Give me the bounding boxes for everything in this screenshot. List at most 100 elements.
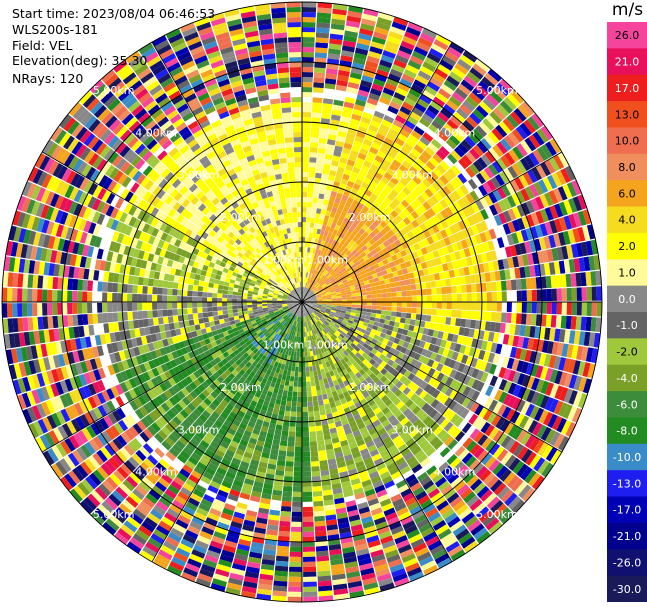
velocity-gate — [381, 188, 390, 197]
velocity-gate — [295, 431, 302, 437]
velocity-gate — [442, 246, 450, 256]
velocity-gate — [304, 292, 307, 298]
velocity-gate — [366, 208, 374, 217]
velocity-gate — [317, 239, 322, 245]
velocity-gate — [311, 302, 317, 304]
velocity-gate — [463, 247, 471, 258]
velocity-gate — [318, 455, 328, 462]
velocity-gate — [344, 286, 351, 291]
velocity-gate — [312, 258, 316, 264]
velocity-gate — [511, 128, 524, 143]
velocity-gate — [482, 97, 496, 111]
velocity-gate — [307, 247, 311, 253]
velocity-gate — [402, 173, 412, 183]
velocity-gate — [396, 296, 402, 302]
velocity-gate — [514, 177, 525, 190]
velocity-gate — [441, 302, 447, 309]
velocity-gate — [302, 162, 309, 168]
velocity-gate — [417, 240, 426, 249]
velocity-gate — [435, 231, 444, 241]
velocity-gate — [566, 182, 577, 197]
velocity-gate — [303, 287, 305, 293]
velocity-gate — [371, 290, 377, 295]
velocity-gate — [441, 294, 447, 302]
velocity-gate — [325, 78, 337, 85]
velocity-gate — [306, 298, 312, 301]
velocity-gate — [328, 48, 341, 55]
velocity-gate — [311, 202, 318, 209]
velocity-gate — [394, 239, 402, 247]
velocity-gate — [371, 83, 384, 92]
velocity-gate — [381, 288, 387, 294]
velocity-gate — [400, 249, 407, 257]
velocity-gate — [358, 235, 366, 242]
velocity-gate — [341, 50, 354, 58]
velocity-gate — [343, 142, 353, 150]
velocity-gate — [386, 193, 396, 202]
velocity-gate — [308, 411, 315, 417]
velocity-gate — [302, 526, 315, 532]
velocity-gate — [338, 215, 345, 222]
velocity-gate — [405, 64, 420, 75]
velocity-gate — [481, 282, 487, 292]
velocity-gate — [474, 273, 481, 283]
velocity-gate — [451, 91, 465, 104]
velocity-gate — [352, 257, 359, 264]
velocity-gate — [360, 251, 367, 258]
velocity-gate — [348, 154, 357, 162]
velocity-gate — [309, 227, 314, 233]
velocity-gate — [541, 289, 547, 301]
velocity-gate — [408, 88, 422, 98]
velocity-gate — [453, 176, 464, 187]
velocity-gate — [566, 244, 574, 259]
velocity-gate — [325, 291, 331, 295]
velocity-gate — [334, 89, 346, 97]
velocity-gate — [364, 65, 377, 74]
velocity-gate — [416, 289, 422, 296]
velocity-gate — [507, 208, 517, 221]
velocity-gate — [470, 202, 480, 213]
velocity-gate — [391, 292, 397, 297]
velocity-gate — [333, 259, 339, 265]
velocity-gate — [373, 252, 380, 260]
velocity-gate — [321, 299, 327, 301]
velocity-gate — [469, 190, 480, 202]
velocity-gate — [331, 294, 337, 298]
velocity-gate — [581, 287, 587, 301]
velocity-gate — [362, 231, 369, 239]
velocity-gate — [481, 311, 487, 321]
velocity-gate — [344, 137, 354, 145]
velocity-gate — [319, 244, 324, 251]
velocity-gate — [435, 34, 451, 46]
velocity-gate — [314, 218, 320, 224]
velocity-gate — [457, 230, 466, 241]
velocity-gate — [303, 287, 306, 293]
velocity-gate — [282, 486, 293, 492]
velocity-gate — [336, 299, 342, 302]
velocity-gate — [449, 179, 460, 190]
velocity-gate — [368, 124, 379, 133]
velocity-gate — [596, 286, 602, 301]
velocity-gate — [419, 136, 431, 147]
velocity-gate — [365, 287, 372, 292]
velocity-gate — [347, 252, 354, 259]
velocity-gate — [330, 289, 336, 293]
velocity-gate — [420, 314, 427, 322]
velocity-gate — [314, 259, 318, 265]
velocity-gate — [310, 285, 314, 290]
velocity-gate — [304, 287, 306, 293]
velocity-gate — [315, 276, 320, 282]
velocity-gate — [345, 230, 352, 238]
velocity-gate — [429, 157, 440, 168]
velocity-gate — [302, 117, 311, 123]
velocity-gate — [376, 305, 382, 311]
velocity-gate — [413, 270, 420, 278]
velocity-gate — [328, 129, 338, 136]
velocity-gate — [326, 179, 334, 186]
velocity-gate — [505, 280, 512, 291]
velocity-gate — [367, 197, 376, 205]
velocity-gate — [558, 260, 566, 274]
velocity-gate — [304, 277, 306, 283]
velocity-gate — [302, 92, 313, 98]
velocity-gate — [475, 222, 484, 234]
